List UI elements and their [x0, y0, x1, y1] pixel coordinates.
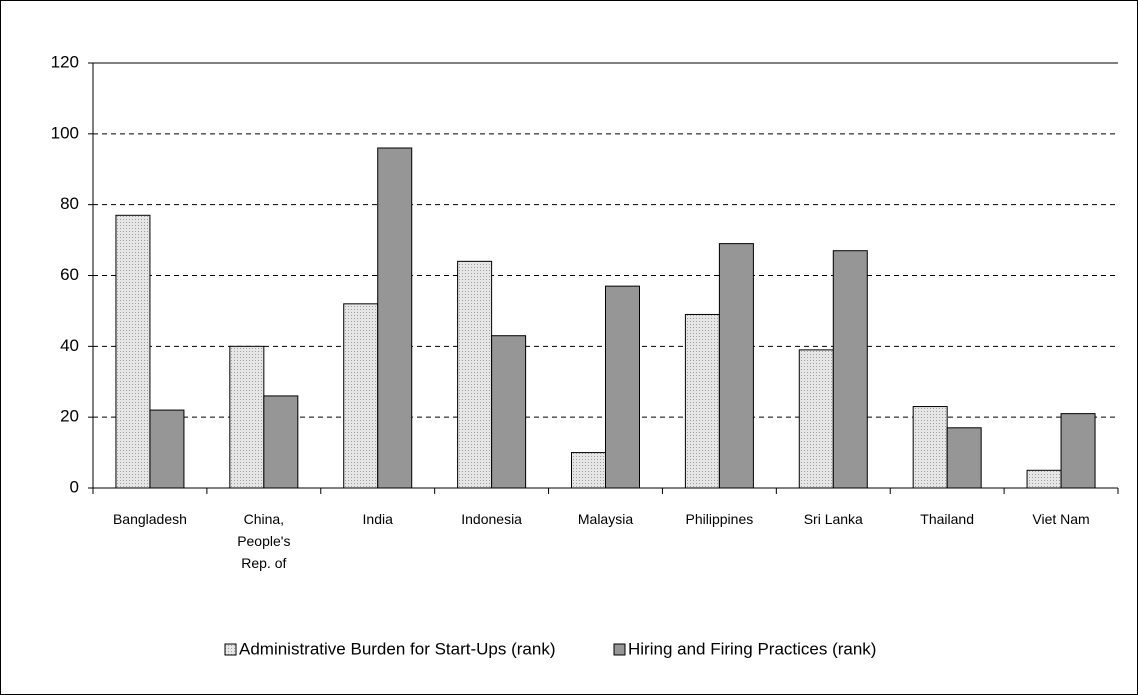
x-tick-label: India	[362, 511, 393, 527]
bar	[832, 250, 868, 489]
x-tick-label: Viet Nam	[1032, 511, 1090, 527]
bar	[946, 427, 982, 489]
y-tick-label: 0	[70, 477, 79, 496]
y-tick-label: 80	[60, 194, 79, 213]
bar	[115, 214, 151, 489]
legend-label: Administrative Burden for Start-Ups (ran…	[239, 639, 556, 658]
bar	[491, 335, 527, 489]
y-tick-label: 40	[60, 336, 79, 355]
bar	[263, 395, 299, 489]
bar	[377, 147, 413, 489]
x-tick-label: Sri Lanka	[803, 511, 863, 527]
x-tick-label: Malaysia	[577, 511, 634, 527]
legend-label: Hiring and Firing Practices (rank)	[628, 639, 876, 658]
x-tick-label: China, People's Rep. of	[237, 511, 291, 571]
bar	[571, 452, 606, 489]
bar	[718, 243, 754, 489]
bar	[1026, 469, 1062, 489]
x-tick-label: Philippines	[685, 511, 754, 527]
y-tick-label: 60	[60, 265, 79, 284]
bar	[605, 285, 640, 489]
bar	[798, 349, 834, 489]
bar	[343, 303, 379, 489]
bar	[912, 406, 948, 489]
bar	[149, 409, 185, 489]
bar	[1060, 413, 1096, 489]
legend-swatch	[224, 643, 237, 656]
y-tick-label: 100	[51, 123, 79, 142]
x-tick-label: Bangladesh	[112, 511, 187, 527]
legend-swatch	[613, 643, 626, 656]
bar	[229, 345, 265, 489]
y-tick-label: 120	[51, 52, 79, 71]
bar	[684, 313, 720, 489]
bar	[457, 260, 493, 489]
y-tick-label: 20	[60, 407, 79, 426]
x-tick-label: Thailand	[920, 511, 974, 527]
x-tick-label: Indonesia	[461, 511, 522, 527]
